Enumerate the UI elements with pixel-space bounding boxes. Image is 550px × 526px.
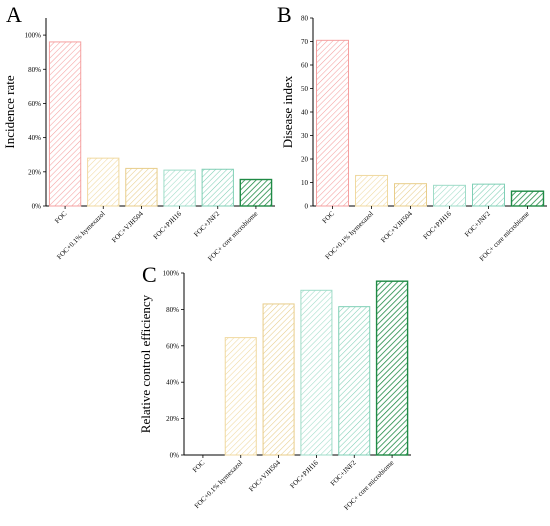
- y-tick-label: 20%: [28, 168, 41, 176]
- x-category-label: FOC+VJH504: [379, 209, 414, 244]
- y-tick-label: 10: [301, 179, 309, 187]
- y-tick-label: 0%: [170, 452, 180, 460]
- panel-letter: C: [142, 262, 157, 287]
- x-category-label: FOC+PJH16: [422, 209, 454, 241]
- y-tick-label: 40%: [28, 134, 41, 142]
- bar-foc-jnf2: [201, 168, 234, 207]
- bar-foc-pjh16: [433, 184, 466, 207]
- bar-foc-0-1pct-hymexazol: [224, 337, 257, 456]
- y-tick-label: 80: [301, 15, 309, 23]
- bar-foc: [48, 41, 82, 207]
- y-tick-label: 100%: [163, 270, 180, 278]
- bar-foc-core-microbiome: [239, 178, 273, 207]
- bar-foc-vjh504: [262, 303, 295, 456]
- y-axis-title: Relative control efficiency: [138, 294, 153, 433]
- bar-foc-jnf2: [472, 183, 505, 207]
- bar-foc-pjh16: [163, 169, 196, 207]
- x-category-label: FOC+PJH16: [289, 458, 321, 490]
- x-category-label: FOC+JNF2: [463, 209, 492, 238]
- x-category-label: FOC+VJH504: [247, 458, 282, 493]
- y-tick-label: 100%: [25, 32, 42, 40]
- panel-letter: B: [277, 2, 292, 27]
- bar-foc-0-1pct-hymexazol: [355, 174, 388, 207]
- x-category-label: FOC: [191, 459, 207, 475]
- x-category-label: FOC: [321, 210, 337, 226]
- bar-foc-core-microbiome: [510, 190, 545, 207]
- x-category-label: FOC+JNF2: [192, 209, 221, 238]
- y-tick-label: 40: [301, 109, 309, 117]
- x-category-label: FOC: [53, 210, 69, 226]
- chart-panel-c: C 0% 20% 40% 60% 80% 100% Relative control effi…: [138, 262, 411, 512]
- chart-panel-a: A 0% 20% 40% 60% 80% 100% Incidence rate FOC FOC+…: [2, 2, 275, 263]
- y-tick-label: 20%: [166, 415, 179, 423]
- y-axis-title: Disease index: [280, 75, 295, 148]
- panel-letter: A: [6, 2, 22, 27]
- bar-foc-core-microbiome: [375, 280, 409, 456]
- y-tick-label: 0: [305, 203, 309, 211]
- bar-foc: [316, 39, 349, 207]
- y-tick-label: 80%: [166, 306, 179, 314]
- x-category-label: FOC+PJH16: [152, 209, 184, 241]
- y-tick-label: 30: [301, 132, 309, 140]
- bar-foc-pjh16: [300, 289, 333, 456]
- y-tick-label: 80%: [28, 66, 41, 74]
- y-tick-label: 20: [301, 156, 309, 164]
- y-tick-label: 60%: [28, 100, 41, 108]
- y-tick-label: 0%: [32, 203, 42, 211]
- y-tick-label: 50: [301, 85, 309, 93]
- bar-foc-vjh504: [394, 183, 427, 207]
- bar-foc-0-1pct-hymexazol: [87, 157, 120, 207]
- y-tick-label: 40%: [166, 379, 179, 387]
- bar-foc-jnf2: [338, 306, 371, 456]
- bar-foc-vjh504: [125, 167, 158, 207]
- y-tick-label: 60: [301, 62, 309, 70]
- y-axis-title: Incidence rate: [2, 75, 17, 148]
- x-category-label: FOC+JNF2: [329, 458, 358, 487]
- x-category-label: FOC+VJH504: [110, 209, 145, 244]
- y-tick-label: 60%: [166, 342, 179, 350]
- y-tick-label: 70: [301, 38, 309, 46]
